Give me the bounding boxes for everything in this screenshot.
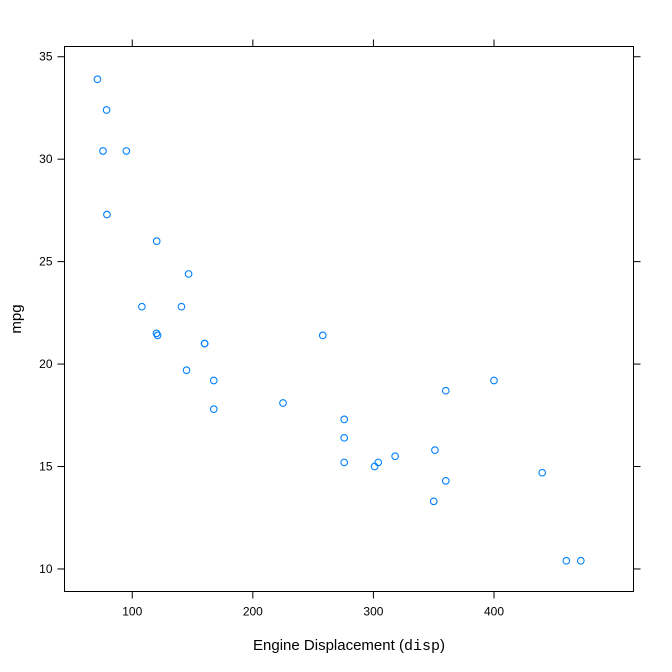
data-point: [103, 210, 111, 219]
data-point: [490, 376, 498, 385]
data-point: [576, 556, 585, 565]
x-tick-label: 400: [484, 605, 504, 619]
data-point: [209, 405, 218, 414]
plot-frame: [64, 46, 634, 592]
data-point: [340, 415, 349, 424]
y-tick-label: 20: [39, 357, 53, 371]
data-point: [431, 446, 439, 454]
data-point: [152, 237, 161, 245]
data-point: [138, 302, 146, 311]
data-point: [562, 556, 571, 565]
y-tick-label: 25: [39, 255, 53, 269]
data-point: [102, 106, 111, 114]
y-tick-label: 10: [39, 562, 53, 576]
data-point: [318, 331, 327, 340]
x-tick-label: 100: [122, 605, 142, 619]
data-point: [122, 147, 131, 155]
x-tick-label: 200: [243, 605, 263, 619]
data-point: [370, 462, 379, 471]
x-axis-title-suffix: ): [440, 637, 445, 654]
data-point: [429, 497, 438, 506]
data-point: [538, 468, 547, 477]
data-point: [182, 366, 191, 375]
y-tick-label: 30: [39, 152, 53, 166]
data-point: [209, 376, 218, 385]
data-point: [177, 302, 186, 311]
data-points: [93, 75, 585, 565]
y-tick-label: 15: [39, 460, 53, 474]
x-axis-title-code: disp: [404, 638, 440, 655]
data-point: [153, 331, 162, 340]
data-point: [200, 339, 209, 348]
data-point: [441, 477, 450, 485]
data-point: [340, 458, 349, 467]
data-point: [374, 458, 383, 467]
x-axis-title: Engine Displacement (disp): [253, 637, 445, 655]
x-tick-label: 300: [363, 605, 383, 619]
x-axis-ticks: 100 200 300 400: [122, 39, 504, 619]
data-point: [391, 452, 399, 461]
y-tick-label: 35: [39, 50, 53, 64]
data-point: [184, 270, 193, 278]
y-axis-ticks: 10 15 20 25 30 35: [39, 50, 641, 576]
data-point: [441, 386, 450, 395]
data-point: [99, 147, 107, 155]
data-point: [340, 433, 349, 442]
data-point: [93, 75, 102, 84]
x-axis-title-main: Engine Displacement (: [253, 637, 404, 654]
y-axis-title: mpg: [8, 304, 25, 333]
data-point: [279, 399, 287, 407]
